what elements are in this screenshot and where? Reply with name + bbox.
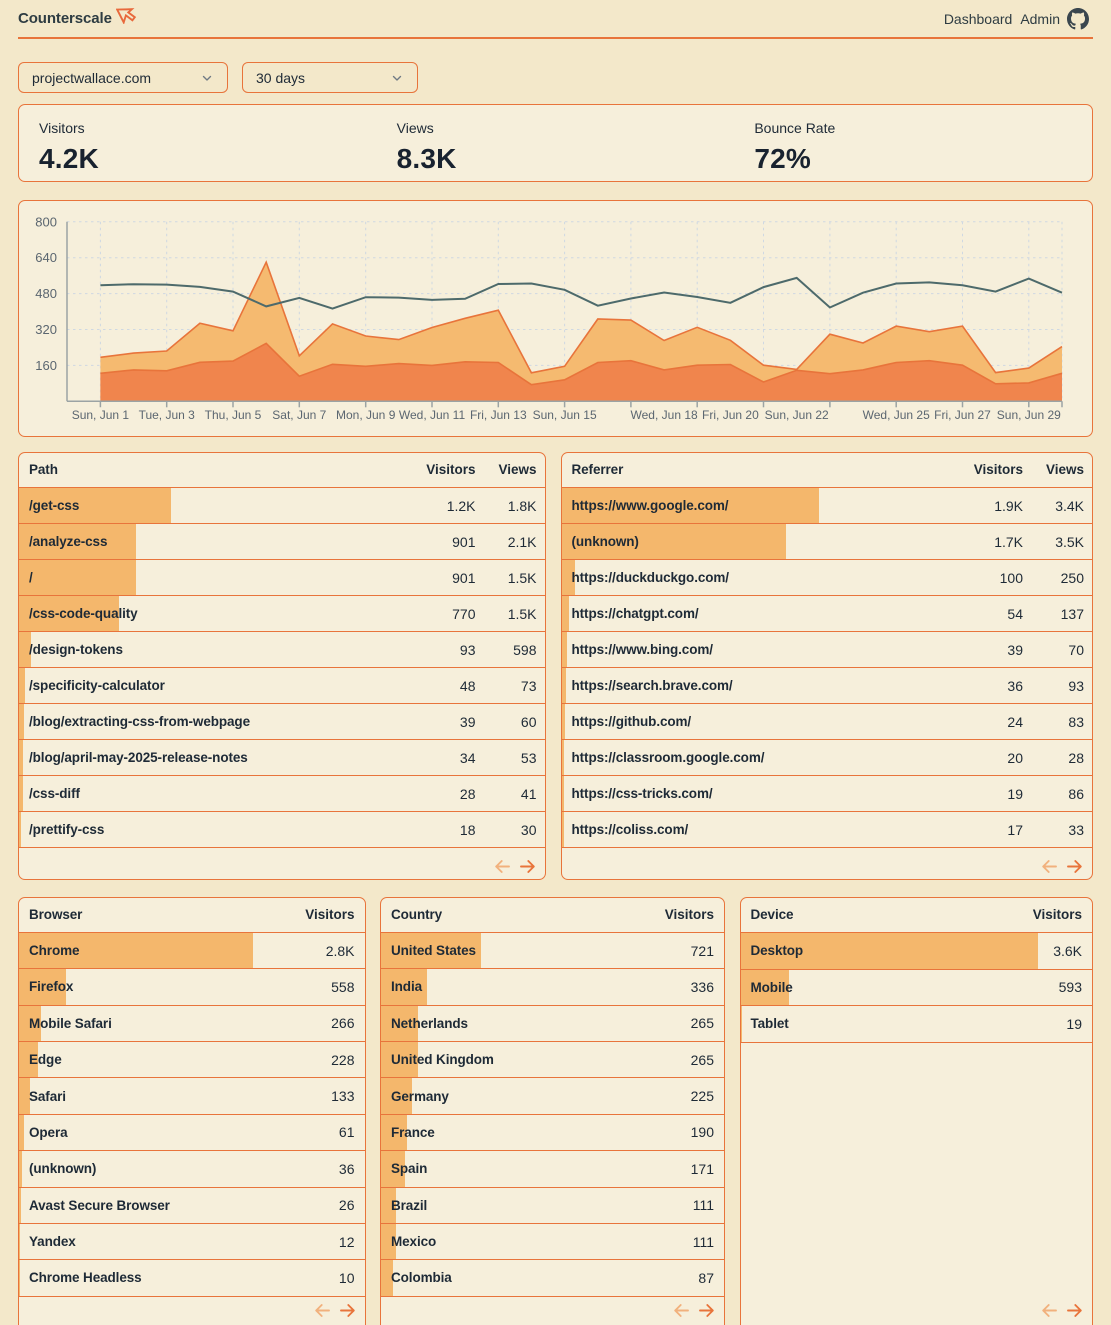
svg-text:Thu, Jun 5: Thu, Jun 5	[205, 408, 262, 422]
svg-text:Tue, Jun 3: Tue, Jun 3	[139, 408, 196, 422]
svg-text:Sun, Jun 1: Sun, Jun 1	[72, 408, 130, 422]
svg-text:Sun, Jun 22: Sun, Jun 22	[765, 408, 829, 422]
svg-text:Fri, Jun 13: Fri, Jun 13	[470, 408, 527, 422]
svg-text:Wed, Jun 18: Wed, Jun 18	[631, 408, 698, 422]
svg-text:Wed, Jun 25: Wed, Jun 25	[863, 408, 930, 422]
svg-text:480: 480	[35, 286, 57, 301]
svg-text:800: 800	[35, 214, 57, 229]
svg-text:320: 320	[35, 322, 57, 337]
svg-text:Fri, Jun 27: Fri, Jun 27	[934, 408, 991, 422]
svg-text:Mon, Jun 9: Mon, Jun 9	[336, 408, 396, 422]
svg-text:640: 640	[35, 250, 57, 265]
svg-text:Sat, Jun 7: Sat, Jun 7	[272, 408, 326, 422]
svg-text:Wed, Jun 11: Wed, Jun 11	[399, 408, 466, 422]
svg-text:Sun, Jun 15: Sun, Jun 15	[533, 408, 597, 422]
svg-text:Fri, Jun 20: Fri, Jun 20	[702, 408, 759, 422]
svg-text:160: 160	[35, 357, 57, 372]
svg-text:Sun, Jun 29: Sun, Jun 29	[997, 408, 1061, 422]
